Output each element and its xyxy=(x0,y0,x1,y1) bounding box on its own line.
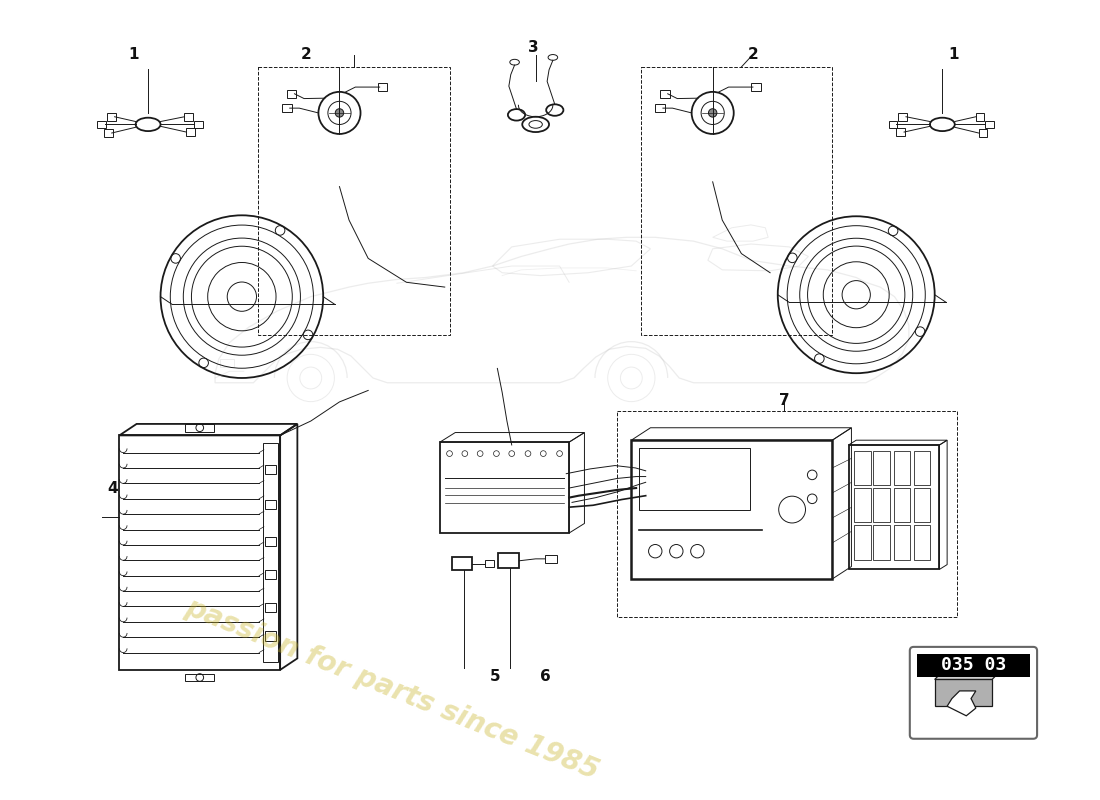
Bar xyxy=(377,83,387,91)
Bar xyxy=(935,679,992,706)
Bar xyxy=(265,602,276,612)
Bar xyxy=(194,121,202,128)
Bar xyxy=(617,411,957,618)
Bar xyxy=(986,121,994,128)
Bar xyxy=(914,450,929,485)
Bar xyxy=(855,488,870,522)
Bar xyxy=(641,67,833,335)
Bar xyxy=(104,129,112,137)
Bar xyxy=(873,488,890,522)
Bar xyxy=(660,90,670,98)
Text: 1: 1 xyxy=(129,47,139,62)
Bar xyxy=(440,442,569,533)
Bar xyxy=(916,654,1031,677)
Bar xyxy=(976,113,984,121)
Text: 3: 3 xyxy=(528,40,539,55)
Bar xyxy=(893,450,910,485)
Bar xyxy=(751,83,760,91)
Bar xyxy=(498,553,519,569)
Bar xyxy=(265,500,276,510)
Bar xyxy=(485,560,495,567)
Bar xyxy=(855,450,870,485)
Bar xyxy=(893,526,910,560)
Bar xyxy=(186,424,214,431)
Bar xyxy=(263,443,278,662)
Bar xyxy=(639,448,749,510)
Bar xyxy=(889,121,898,128)
Bar xyxy=(186,128,195,136)
Bar xyxy=(873,450,890,485)
Bar xyxy=(631,440,833,579)
FancyBboxPatch shape xyxy=(910,647,1037,738)
Bar xyxy=(265,537,276,546)
Text: 2: 2 xyxy=(300,47,311,62)
Bar xyxy=(914,488,929,522)
Bar xyxy=(896,128,905,136)
Text: 4: 4 xyxy=(107,481,118,495)
Bar xyxy=(899,113,906,121)
Polygon shape xyxy=(935,672,1000,679)
Bar xyxy=(120,435,280,670)
Bar xyxy=(107,113,116,121)
Bar xyxy=(98,121,106,128)
Bar xyxy=(855,526,870,560)
Bar xyxy=(282,104,292,112)
Text: 035 03: 035 03 xyxy=(940,656,1006,674)
Bar xyxy=(265,570,276,579)
Bar xyxy=(873,526,890,560)
Bar xyxy=(452,557,472,570)
Bar xyxy=(258,67,450,335)
Bar xyxy=(848,445,939,570)
Bar xyxy=(265,465,276,474)
Text: 2: 2 xyxy=(748,47,758,62)
Bar xyxy=(185,113,194,121)
Bar xyxy=(656,104,664,112)
Bar xyxy=(287,90,296,98)
Text: 7: 7 xyxy=(779,393,790,407)
Bar xyxy=(265,631,276,641)
Circle shape xyxy=(708,109,717,117)
Bar xyxy=(893,488,910,522)
Bar xyxy=(546,555,557,562)
Text: 5: 5 xyxy=(491,669,501,684)
Text: 6: 6 xyxy=(540,669,551,684)
Polygon shape xyxy=(947,691,976,716)
Text: 1: 1 xyxy=(948,47,959,62)
Bar xyxy=(914,526,929,560)
Bar xyxy=(220,359,234,366)
Bar xyxy=(979,129,988,137)
Text: passion for parts since 1985: passion for parts since 1985 xyxy=(182,593,603,785)
Bar xyxy=(186,674,214,682)
Circle shape xyxy=(336,109,343,117)
